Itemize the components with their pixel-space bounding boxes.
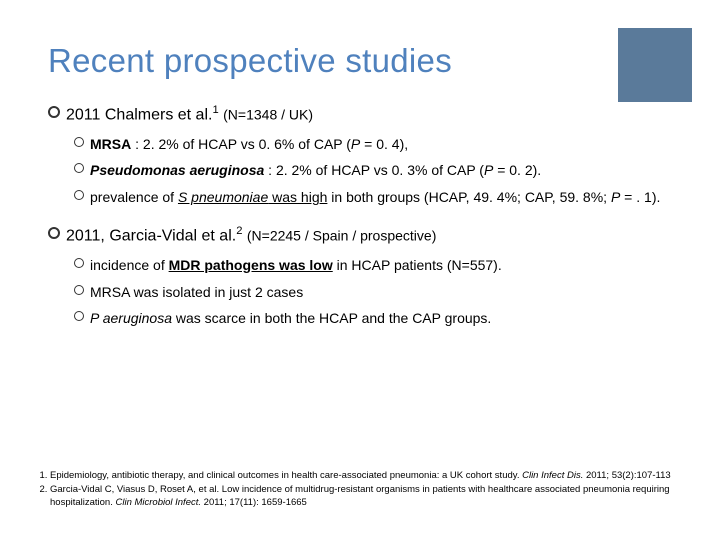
study-author: Garcia-Vidal et al. (109, 228, 236, 245)
fn-cite: 2011; 17(11): 1659-1665 (201, 497, 307, 508)
fn-cite: 2011; 53(2):107-113 (583, 470, 670, 481)
footnotes: Epidemiology, antibiotic therapy, and cl… (34, 470, 680, 512)
study-sup: 2 (236, 225, 242, 237)
point-text: prevalence of S pneumoniae was high in b… (90, 188, 672, 207)
list-item: MRSA : 2. 2% of HCAP vs 0. 6% of CAP (P … (74, 135, 672, 154)
txt: MRSA was isolated in just 2 cases (90, 284, 303, 300)
study-year: 2011, (66, 228, 105, 245)
study-heading: 2011 Chalmers et al.1 (N=1348 / UK) (48, 104, 672, 125)
study-block: 2011 Chalmers et al.1 (N=1348 / UK) MRSA… (48, 104, 672, 207)
study-meta: (N=2245 / Spain / prospective) (247, 228, 437, 244)
txt: = 0. 4), (360, 136, 408, 152)
fn-journal: Clin Microbiol Infect. (115, 497, 201, 508)
p-symbol: P (484, 162, 493, 178)
study-meta: (N=1348 / UK) (223, 106, 313, 122)
p-symbol: P (611, 189, 620, 205)
point-text: MRSA : 2. 2% of HCAP vs 0. 6% of CAP (P … (90, 135, 672, 154)
point-text: Pseudomonas aeruginosa : 2. 2% of HCAP v… (90, 161, 672, 180)
emph: P aeruginosa (90, 310, 172, 326)
study-head-text: 2011 Chalmers et al.1 (N=1348 / UK) (66, 104, 313, 125)
txt: in both groups (HCAP, 49. 4%; CAP, 59. 8… (327, 189, 611, 205)
footnote-item: Epidemiology, antibiotic therapy, and cl… (50, 470, 680, 483)
list-item: incidence of MDR pathogens was low in HC… (74, 256, 672, 275)
study-author: Chalmers et al. (105, 106, 213, 123)
emph: MDR pathogens was low (169, 257, 333, 273)
emph: was high (268, 189, 327, 205)
study-points: incidence of MDR pathogens was low in HC… (48, 256, 672, 329)
txt: : 2. 2% of HCAP vs 0. 3% of CAP ( (264, 162, 484, 178)
list-item: prevalence of S pneumoniae was high in b… (74, 188, 672, 207)
list-item: P aeruginosa was scarce in both the HCAP… (74, 309, 672, 328)
list-item: Pseudomonas aeruginosa : 2. 2% of HCAP v… (74, 161, 672, 180)
slide-body: Recent prospective studies 2011 Chalmers… (0, 0, 720, 366)
list-item: MRSA was isolated in just 2 cases (74, 283, 672, 302)
emph: MRSA (90, 136, 131, 152)
txt: : 2. 2% of HCAP vs 0. 6% of CAP ( (131, 136, 351, 152)
point-text: MRSA was isolated in just 2 cases (90, 283, 672, 302)
footnote-item: Garcia-Vidal C, Viasus D, Roset A, et al… (50, 484, 680, 510)
point-text: incidence of MDR pathogens was low in HC… (90, 256, 672, 275)
p-symbol: P (351, 136, 360, 152)
bullet-icon (74, 190, 84, 200)
txt: incidence of (90, 257, 169, 273)
bullet-icon (74, 285, 84, 295)
corner-decor (618, 28, 692, 102)
study-year: 2011 (66, 106, 100, 123)
bullet-icon (48, 106, 60, 118)
study-points: MRSA : 2. 2% of HCAP vs 0. 6% of CAP (P … (48, 135, 672, 208)
bullet-icon (74, 258, 84, 268)
txt: = 0. 2). (493, 162, 541, 178)
study-sup: 1 (212, 104, 218, 116)
bullet-icon (48, 227, 60, 239)
fn-text: Epidemiology, antibiotic therapy, and cl… (50, 470, 522, 481)
txt: in HCAP patients (N=557). (333, 257, 502, 273)
study-head-text: 2011, Garcia-Vidal et al.2 (N=2245 / Spa… (66, 225, 436, 246)
txt: prevalence of (90, 189, 178, 205)
txt: = . 1). (620, 189, 660, 205)
point-text: P aeruginosa was scarce in both the HCAP… (90, 309, 672, 328)
bullet-icon (74, 163, 84, 173)
study-block: 2011, Garcia-Vidal et al.2 (N=2245 / Spa… (48, 225, 672, 328)
bullet-icon (74, 137, 84, 147)
fn-journal: Clin Infect Dis. (522, 470, 583, 481)
bullet-icon (74, 311, 84, 321)
emph: S pneumoniae (178, 189, 268, 205)
txt: was scarce in both the HCAP and the CAP … (172, 310, 491, 326)
study-heading: 2011, Garcia-Vidal et al.2 (N=2245 / Spa… (48, 225, 672, 246)
emph: Pseudomonas aeruginosa (90, 162, 264, 178)
slide-title: Recent prospective studies (48, 42, 672, 80)
